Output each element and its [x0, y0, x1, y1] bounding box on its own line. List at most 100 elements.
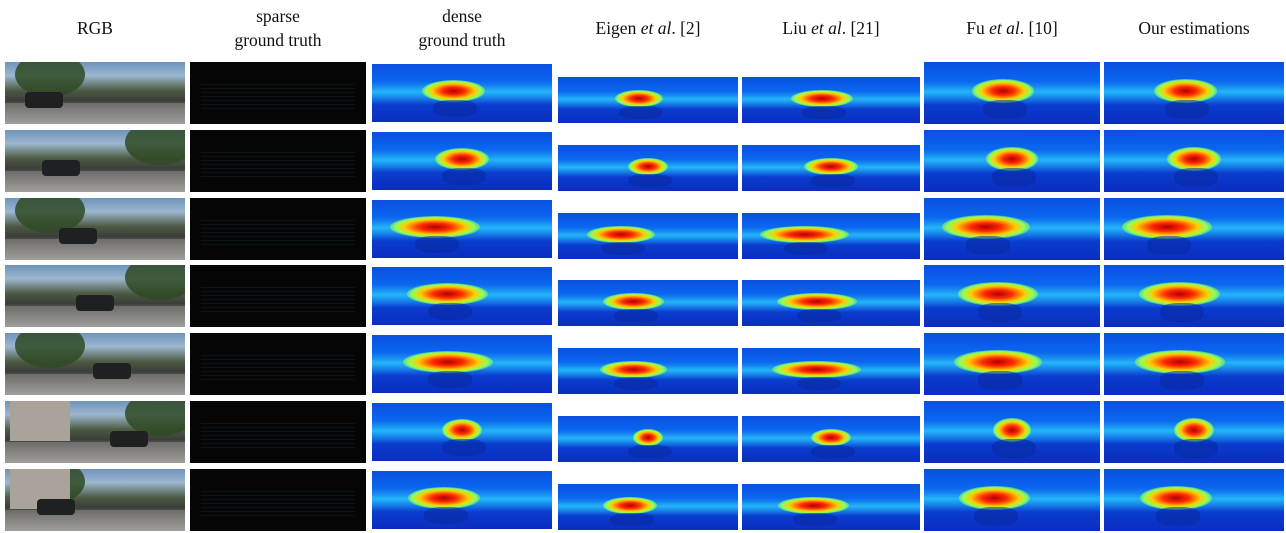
car-silhouette — [796, 308, 841, 323]
car-silhouette — [601, 241, 645, 256]
ours-image-row-7 — [1104, 469, 1284, 531]
depth-hotspot — [390, 216, 480, 239]
eigen-image-row-1 — [558, 77, 738, 123]
depth-hotspot — [421, 80, 485, 103]
rgb-image-row-4 — [5, 265, 185, 327]
liu-image-row-5 — [742, 348, 920, 394]
depth-hotspot — [790, 89, 854, 108]
road-region — [5, 238, 185, 260]
liu-image-row-2 — [742, 145, 920, 191]
header-rgb: RGB — [5, 0, 185, 56]
depth-hotspot — [958, 282, 1038, 306]
road-region — [5, 509, 185, 531]
depth-hotspot — [435, 148, 489, 171]
depth-hotspot — [985, 147, 1039, 171]
lidar-points — [200, 81, 356, 110]
lidar-points — [200, 149, 356, 178]
depth-hotspot — [953, 350, 1042, 374]
car-silhouette — [610, 512, 654, 527]
depth-hotspot — [959, 486, 1030, 510]
depth-hotspot — [972, 79, 1034, 103]
car-silhouette — [442, 167, 486, 186]
depth-hotspot — [992, 418, 1032, 442]
lidar-points — [200, 217, 356, 246]
depth-hotspot — [599, 360, 668, 379]
lidar-points — [200, 352, 356, 381]
dense-image-row-3 — [372, 200, 552, 258]
car-silhouette — [793, 512, 838, 527]
liu-image-row-3 — [742, 213, 920, 259]
car-shape — [110, 431, 148, 447]
header-liu-name: Liu — [782, 18, 812, 38]
fu-image-row-5 — [924, 333, 1100, 395]
depth-hotspot — [777, 496, 849, 515]
fu-image-row-4 — [924, 265, 1100, 327]
header-ours-text: Our estimations — [1138, 18, 1250, 38]
car-silhouette — [1174, 439, 1218, 459]
car-silhouette — [1159, 303, 1204, 323]
tree-shape — [15, 198, 85, 233]
fu-image-row-7 — [924, 469, 1100, 531]
car-shape — [37, 499, 75, 515]
dense-image-row-7 — [372, 471, 552, 529]
header-fu-etal: et al — [989, 18, 1020, 38]
fu-image-row-2 — [924, 130, 1100, 192]
depth-hotspot — [408, 487, 480, 510]
road-region — [5, 170, 185, 192]
sparse-image-row-4 — [190, 265, 366, 327]
car-silhouette — [628, 173, 672, 188]
car-silhouette — [811, 173, 855, 188]
header-fu-ref: . [10] — [1019, 18, 1058, 38]
eigen-image-row-5 — [558, 348, 738, 394]
depth-hotspot — [1174, 418, 1214, 442]
header-dense-line1: dense — [442, 6, 482, 26]
depth-hotspot — [603, 496, 657, 515]
eigen-image-row-3 — [558, 213, 738, 259]
header-eigen-etal: et al — [640, 18, 672, 38]
car-silhouette — [1156, 507, 1200, 527]
road-region — [5, 305, 185, 327]
eigen-image-row-4 — [558, 280, 738, 326]
depth-hotspot — [1134, 350, 1225, 374]
header-liu-etal: et al — [811, 18, 842, 38]
sparse-image-row-1 — [190, 62, 366, 124]
lidar-points — [200, 284, 356, 313]
depth-hotspot — [633, 428, 663, 447]
header-sparse-line1: sparse — [256, 6, 300, 26]
liu-image-row-4 — [742, 280, 920, 326]
tree-shape — [125, 265, 185, 300]
fu-image-row-1 — [924, 62, 1100, 124]
car-silhouette — [1165, 100, 1209, 120]
ours-image-row-4 — [1104, 265, 1284, 327]
eigen-image-row-2 — [558, 145, 738, 191]
header-dense-line2: ground truth — [418, 30, 506, 50]
tree-shape — [125, 130, 185, 165]
car-shape — [59, 228, 97, 244]
depth-hotspot — [587, 225, 655, 244]
depth-hotspot — [776, 292, 857, 311]
car-silhouette — [427, 370, 472, 389]
depth-hotspot — [627, 157, 669, 176]
car-silhouette — [424, 506, 468, 525]
car-silhouette — [983, 100, 1028, 120]
depth-hotspot — [407, 283, 489, 306]
header-fu: Fu et al. [10] — [924, 0, 1100, 56]
liu-image-row-1 — [742, 77, 920, 123]
fu-image-row-3 — [924, 198, 1100, 260]
header-sparse-ground-truth: sparse ground truth — [190, 0, 366, 56]
depth-hotspot — [402, 351, 493, 374]
ours-image-row-3 — [1104, 198, 1284, 260]
header-ours: Our estimations — [1104, 0, 1284, 56]
car-shape — [42, 160, 80, 176]
dense-image-row-1 — [372, 64, 552, 122]
car-silhouette — [1174, 168, 1218, 188]
rgb-image-row-3 — [5, 198, 185, 260]
car-shape — [93, 363, 131, 379]
car-silhouette — [1147, 236, 1191, 256]
liu-image-row-6 — [742, 416, 920, 462]
dense-image-row-5 — [372, 335, 552, 393]
car-shape — [25, 92, 63, 108]
car-silhouette — [1159, 371, 1204, 391]
depth-hotspot — [1122, 215, 1212, 239]
tree-shape — [15, 333, 85, 368]
